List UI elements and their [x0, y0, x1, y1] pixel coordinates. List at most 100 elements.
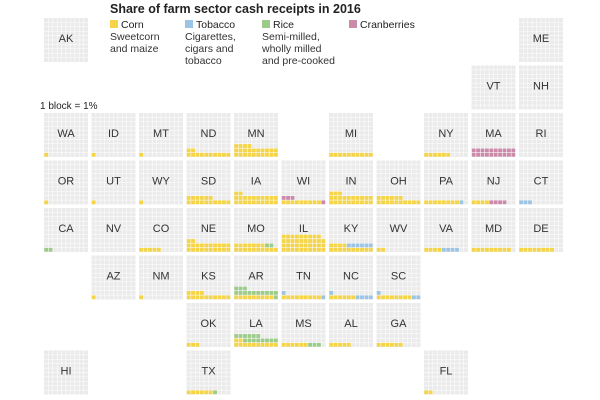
- block-corn-ar: [269, 295, 274, 300]
- block-corn-az: [91, 295, 96, 300]
- block-corn-in: [333, 200, 338, 205]
- state-tile-mt: MT: [139, 113, 183, 157]
- state-label-in: IN: [346, 176, 357, 188]
- block-corn-mo: [256, 243, 261, 248]
- block-corn-pa: [437, 200, 442, 205]
- state-label-ut: UT: [106, 176, 121, 188]
- block-corn-sc: [376, 295, 381, 300]
- state-tile-nc: NC: [329, 255, 373, 300]
- block-corn-ia: [238, 200, 243, 205]
- block-corn-il: [295, 243, 299, 248]
- state-label-ky: KY: [344, 223, 359, 235]
- block-tobacco-ct: [528, 200, 532, 205]
- state-tile-la: LA: [234, 303, 278, 347]
- block-corn-in: [329, 196, 334, 200]
- block-corn-in: [368, 196, 373, 200]
- state-tile-ak: AK: [44, 18, 88, 62]
- state-label-wa: WA: [57, 128, 75, 140]
- block-rice-ar: [273, 295, 278, 300]
- block-corn-nj: [480, 200, 485, 205]
- block-corn-in: [360, 200, 364, 205]
- block-corn-nc: [333, 295, 338, 300]
- block-corn-pa: [433, 200, 437, 205]
- block-corn-al: [329, 342, 334, 347]
- block-rice-ar: [238, 291, 243, 295]
- block-corn-ks: [195, 295, 200, 300]
- block-corn-wi: [281, 200, 286, 205]
- block-corn-sd: [186, 200, 191, 205]
- state-label-oh: OH: [390, 176, 407, 188]
- state-label-ga: GA: [391, 318, 408, 330]
- block-corn-mn: [265, 148, 269, 153]
- block-corn-nd: [186, 152, 191, 157]
- block-corn-mi: [342, 152, 347, 157]
- block-corn-tn: [317, 295, 321, 300]
- state-label-nv: NV: [106, 223, 122, 235]
- block-corn-il: [281, 234, 286, 239]
- block-corn-ia: [256, 196, 261, 200]
- block-corn-ne: [213, 243, 217, 248]
- block-corn-mn: [238, 144, 243, 148]
- block-corn-nd: [195, 152, 200, 157]
- block-corn-co: [139, 247, 144, 252]
- block-corn-wv: [376, 247, 381, 252]
- block-corn-sd: [200, 196, 204, 200]
- legend-item-corn: Corn Sweetcorn and maize: [110, 19, 160, 55]
- scale-note: 1 block = 1%: [40, 101, 98, 112]
- block-corn-mi: [346, 152, 351, 157]
- block-corn-in: [355, 200, 360, 205]
- block-corn-va: [437, 247, 442, 252]
- block-corn-mn: [238, 148, 243, 153]
- state-label-al: AL: [344, 318, 357, 330]
- state-tile-ny: NY: [424, 113, 468, 157]
- block-corn-tx: [208, 390, 213, 395]
- block-corn-wi: [308, 200, 312, 205]
- block-corn-il: [281, 243, 286, 248]
- block-corn-in: [333, 196, 338, 200]
- state-tile-mi: MI: [329, 113, 373, 157]
- state-tile-ma: MA: [471, 113, 516, 157]
- state-tile-ut: UT: [91, 160, 136, 205]
- block-corn-sd: [186, 196, 191, 200]
- block-corn-ok: [191, 342, 195, 347]
- legend-swatch-tobacco: [185, 20, 193, 28]
- state-tile-wy: WY: [139, 160, 183, 205]
- block-corn-mo: [260, 247, 265, 252]
- block-rice-tx: [213, 390, 217, 395]
- block-corn-oh: [416, 200, 421, 205]
- block-corn-al: [346, 342, 351, 347]
- block-rice-ar: [273, 291, 278, 295]
- block-corn-co: [156, 247, 161, 252]
- block-corn-il: [290, 239, 295, 243]
- block-corn-sc: [403, 295, 407, 300]
- block-corn-mo: [247, 243, 252, 248]
- block-corn-md: [485, 247, 489, 252]
- block-corn-ms: [290, 342, 295, 347]
- block-corn-il: [303, 247, 308, 252]
- block-corn-mn: [243, 144, 247, 148]
- block-corn-de: [541, 247, 546, 252]
- block-corn-la: [251, 342, 256, 347]
- block-rice-ms: [308, 342, 312, 347]
- state-label-ny: NY: [438, 128, 454, 140]
- block-corn-sd: [217, 200, 222, 205]
- block-corn-oh: [407, 200, 412, 205]
- block-corn-ks: [186, 295, 191, 300]
- block-cranberries-ma: [480, 152, 485, 157]
- block-corn-il: [308, 234, 312, 239]
- block-corn-va: [428, 247, 433, 252]
- block-corn-il: [286, 243, 290, 248]
- block-tobacco-nc: [368, 295, 373, 300]
- state-tile-ks: KS: [186, 255, 231, 300]
- block-cranberries-ma: [493, 152, 498, 157]
- block-tobacco-nc: [364, 295, 369, 300]
- block-corn-ne: [204, 247, 209, 252]
- state-label-mn: MN: [247, 128, 264, 140]
- block-corn-ne: [217, 247, 222, 252]
- block-corn-sd: [195, 200, 200, 205]
- block-rice-la: [243, 338, 247, 343]
- block-corn-ne: [191, 243, 195, 248]
- block-corn-tn: [281, 295, 286, 300]
- block-corn-ky: [364, 247, 369, 252]
